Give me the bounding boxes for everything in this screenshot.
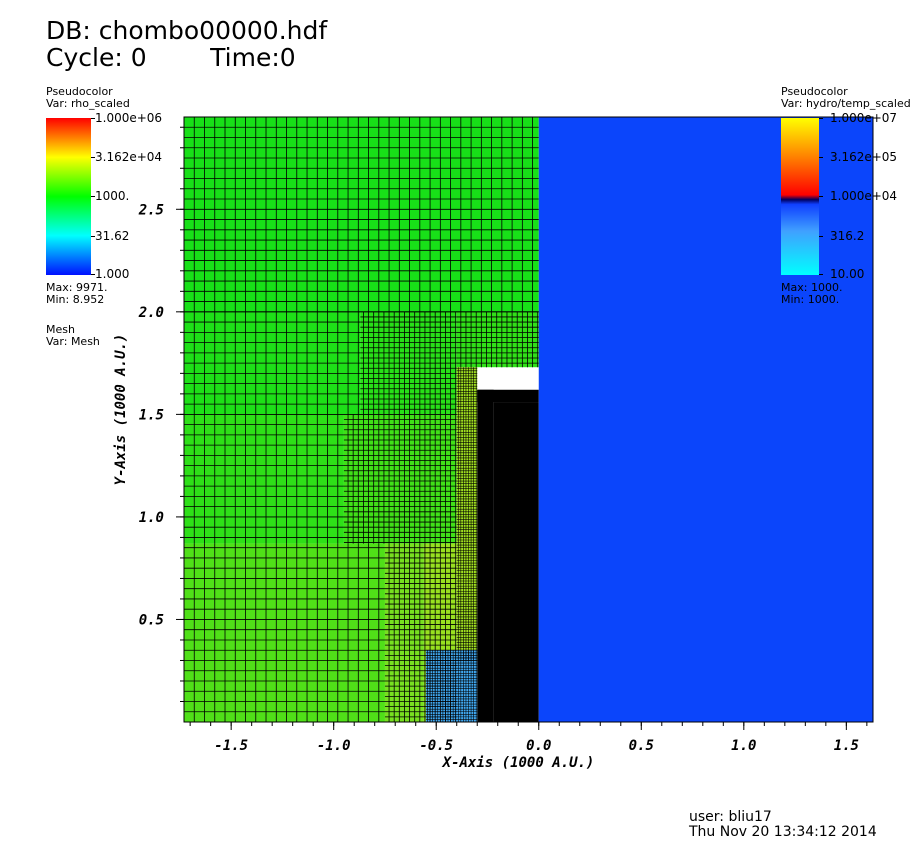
field-region-3 bbox=[184, 543, 385, 722]
left-legend-var: Var: rho_scaled bbox=[46, 97, 130, 110]
field-regions bbox=[184, 117, 873, 722]
left-legend-tick-3: 31.62 bbox=[95, 229, 130, 243]
right-legend-var: Var: hydro/temp_scaled bbox=[781, 98, 911, 110]
left-legend-tick-4: 1.000 bbox=[95, 267, 130, 281]
y-tick-label-2: 1.5 bbox=[139, 407, 164, 423]
mesh-legend-var: Var: Mesh bbox=[46, 335, 100, 348]
right-legend-min: Min: 1000. bbox=[781, 293, 840, 306]
x-tick-label-2: -0.5 bbox=[419, 738, 453, 754]
y-tick-label-1: 1.0 bbox=[139, 510, 164, 526]
footer-user: user: bliu17 bbox=[689, 809, 772, 825]
mesh-lines-4 bbox=[360, 311, 457, 415]
right-legend-tick-1: 3.162e+05 bbox=[830, 150, 898, 164]
left-colorbar-ticks bbox=[91, 118, 95, 275]
right-legend-kind: Pseudocolor bbox=[781, 85, 848, 98]
right-colorbar-ticks bbox=[819, 118, 823, 275]
y-tick-label-4: 2.5 bbox=[138, 202, 164, 218]
field-region-8 bbox=[456, 311, 539, 368]
field-region-5 bbox=[343, 414, 457, 544]
mesh-lines-8 bbox=[456, 311, 539, 368]
y-axis-title: Y-Axis (1000 A.U.) bbox=[113, 334, 129, 486]
plot-frame bbox=[183, 116, 874, 723]
right-legend-tick-2: 1.000e+04 bbox=[830, 189, 898, 203]
field-region-11 bbox=[477, 389, 494, 722]
right-legend-tick-3: 316.2 bbox=[830, 229, 865, 243]
y-tick-label-3: 2.0 bbox=[138, 305, 164, 321]
left-legend-kind: Pseudocolor bbox=[46, 85, 113, 98]
right-legend-tick-0: 1.000e+07 bbox=[830, 111, 898, 125]
y-tick-label-0: 0.5 bbox=[139, 612, 164, 628]
field-region-0 bbox=[184, 117, 539, 312]
mesh-lines-5 bbox=[343, 413, 457, 544]
right-legend-max: Max: 1000. bbox=[781, 281, 843, 294]
x-tick-label-1: -1.0 bbox=[317, 738, 351, 754]
x-tick-label-5: 1.0 bbox=[731, 738, 756, 754]
field-region-13 bbox=[477, 389, 539, 403]
mesh-lines-10 bbox=[425, 649, 478, 723]
footer-date: Thu Nov 20 13:34:12 2014 bbox=[689, 824, 877, 840]
database-title: DB: chombo00000.hdf bbox=[46, 16, 328, 45]
cycle-time-title: Cycle: 0 Time:0 bbox=[46, 43, 296, 72]
mesh-legend-kind: Mesh bbox=[46, 323, 75, 336]
field-region-12 bbox=[493, 402, 539, 722]
left-legend-tick-0: 1.000e+06 bbox=[95, 111, 163, 125]
field-region-2 bbox=[184, 414, 344, 544]
right-colorbar bbox=[781, 118, 819, 275]
x-tick-label-3: 0.0 bbox=[526, 738, 551, 754]
left-legend-tick-1: 3.162e+04 bbox=[95, 150, 163, 164]
left-legend-tick-2: 1000. bbox=[95, 189, 130, 203]
x-tick-label-4: 0.5 bbox=[629, 738, 654, 754]
left-legend-max: Max: 9971. bbox=[46, 281, 108, 294]
x-tick-label-6: 1.5 bbox=[834, 738, 859, 754]
x-axis-title: X-Axis (1000 A.U.) bbox=[442, 755, 595, 771]
plot-axes: -1.5 -1.0 -0.5 0.0 0.5 1.0 1.5 0.5 1.0 1.5 2.0 2.5 X… bbox=[113, 116, 874, 771]
left-legend-min: Min: 8.952 bbox=[46, 293, 105, 306]
left-colorbar bbox=[46, 118, 91, 275]
right-legend-tick-4: 10.00 bbox=[830, 267, 865, 281]
amr-mesh bbox=[183, 116, 539, 723]
mesh-lines-9 bbox=[456, 367, 478, 661]
field-region-9 bbox=[456, 367, 478, 661]
x-tick-label-0: -1.5 bbox=[214, 738, 248, 754]
field-region-14 bbox=[538, 117, 873, 722]
mesh-lines-6 bbox=[384, 543, 424, 723]
